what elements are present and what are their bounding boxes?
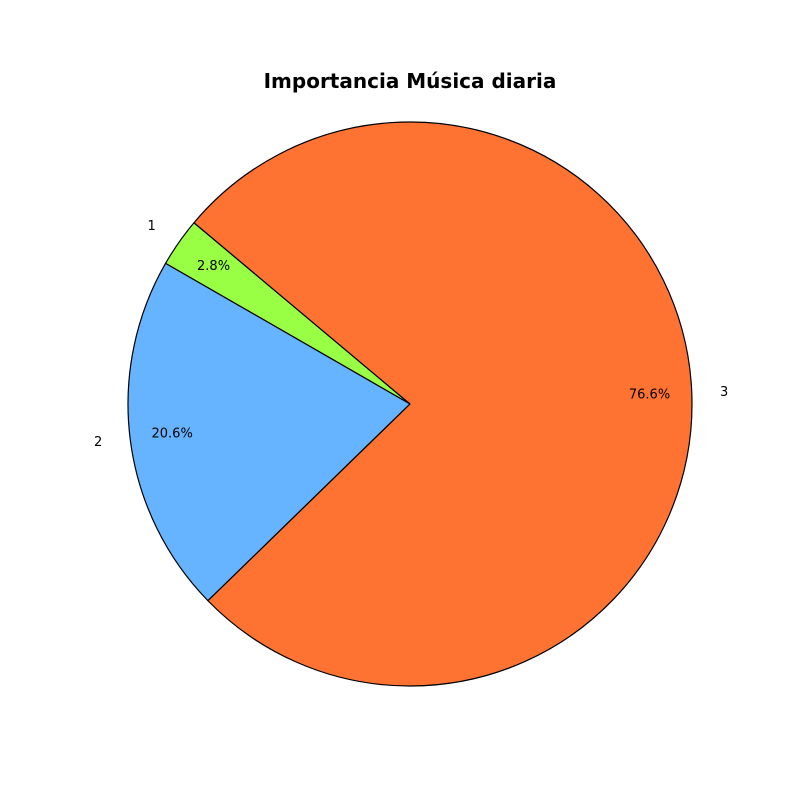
- pie-slice-2: [127, 262, 411, 602]
- pct-label-3: 76.6%: [629, 388, 670, 403]
- pie-labels: 2.8% 1 20.6% 2 76.6% 3: [94, 219, 728, 450]
- category-label-1: 1: [147, 219, 155, 234]
- chart-title: Importancia Música diaria: [264, 69, 557, 93]
- pie-slices: [127, 121, 693, 687]
- category-label-2: 2: [94, 435, 102, 450]
- pie-slice-3: [193, 121, 693, 687]
- category-label-3: 3: [720, 385, 728, 400]
- pct-label-2: 20.6%: [152, 426, 193, 441]
- pct-label-1: 2.8%: [197, 259, 230, 274]
